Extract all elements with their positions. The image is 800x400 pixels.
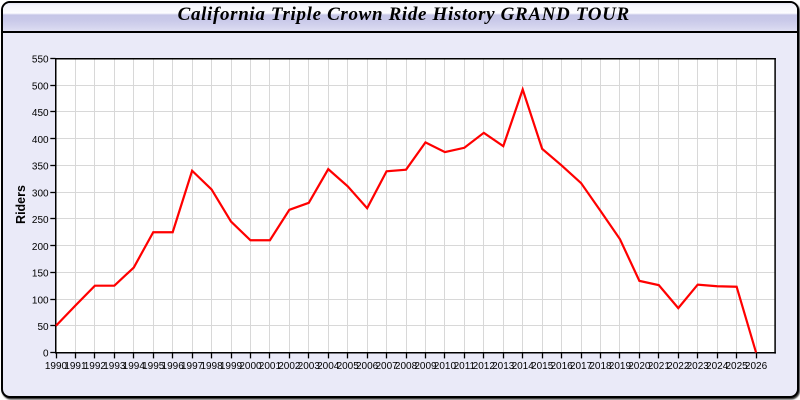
svg-text:2003: 2003 — [298, 361, 321, 372]
svg-text:1993: 1993 — [103, 361, 126, 372]
svg-text:2013: 2013 — [492, 361, 515, 372]
svg-text:250: 250 — [32, 215, 49, 226]
svg-text:1997: 1997 — [181, 361, 204, 372]
svg-text:2001: 2001 — [259, 361, 282, 372]
svg-text:1996: 1996 — [162, 361, 185, 372]
svg-text:1999: 1999 — [220, 361, 243, 372]
svg-text:2026: 2026 — [745, 361, 768, 372]
svg-text:2015: 2015 — [531, 361, 554, 372]
svg-text:200: 200 — [32, 242, 49, 253]
svg-text:0: 0 — [43, 349, 49, 360]
svg-text:2007: 2007 — [375, 361, 398, 372]
svg-text:2017: 2017 — [570, 361, 593, 372]
svg-text:2012: 2012 — [473, 361, 496, 372]
svg-text:2025: 2025 — [725, 361, 748, 372]
svg-text:2024: 2024 — [706, 361, 729, 372]
svg-text:2018: 2018 — [589, 361, 612, 372]
svg-text:450: 450 — [32, 108, 49, 119]
svg-text:2016: 2016 — [550, 361, 573, 372]
svg-text:1998: 1998 — [200, 361, 223, 372]
svg-text:2009: 2009 — [414, 361, 437, 372]
svg-text:50: 50 — [37, 322, 49, 333]
svg-text:350: 350 — [32, 162, 49, 173]
svg-text:1995: 1995 — [142, 361, 165, 372]
svg-text:150: 150 — [32, 269, 49, 280]
svg-text:500: 500 — [32, 81, 49, 92]
svg-text:1992: 1992 — [84, 361, 107, 372]
svg-text:2000: 2000 — [239, 361, 262, 372]
svg-text:2005: 2005 — [337, 361, 360, 372]
svg-text:2002: 2002 — [278, 361, 301, 372]
svg-text:2011: 2011 — [454, 361, 476, 372]
svg-text:2008: 2008 — [395, 361, 418, 372]
svg-text:2021: 2021 — [648, 361, 671, 372]
svg-text:100: 100 — [32, 295, 49, 306]
svg-text:1994: 1994 — [123, 361, 146, 372]
svg-text:2020: 2020 — [628, 361, 651, 372]
svg-text:300: 300 — [32, 188, 49, 199]
svg-text:Riders: Riders — [14, 185, 28, 224]
svg-text:2023: 2023 — [687, 361, 710, 372]
svg-text:2022: 2022 — [667, 361, 690, 372]
svg-text:2004: 2004 — [317, 361, 340, 372]
svg-text:2014: 2014 — [512, 361, 535, 372]
svg-text:1991: 1991 — [64, 361, 87, 372]
svg-text:550: 550 — [32, 55, 49, 66]
svg-text:1990: 1990 — [45, 361, 68, 372]
svg-text:2019: 2019 — [609, 361, 632, 372]
svg-text:2006: 2006 — [356, 361, 379, 372]
svg-text:400: 400 — [32, 135, 49, 146]
svg-text:2010: 2010 — [434, 361, 457, 372]
